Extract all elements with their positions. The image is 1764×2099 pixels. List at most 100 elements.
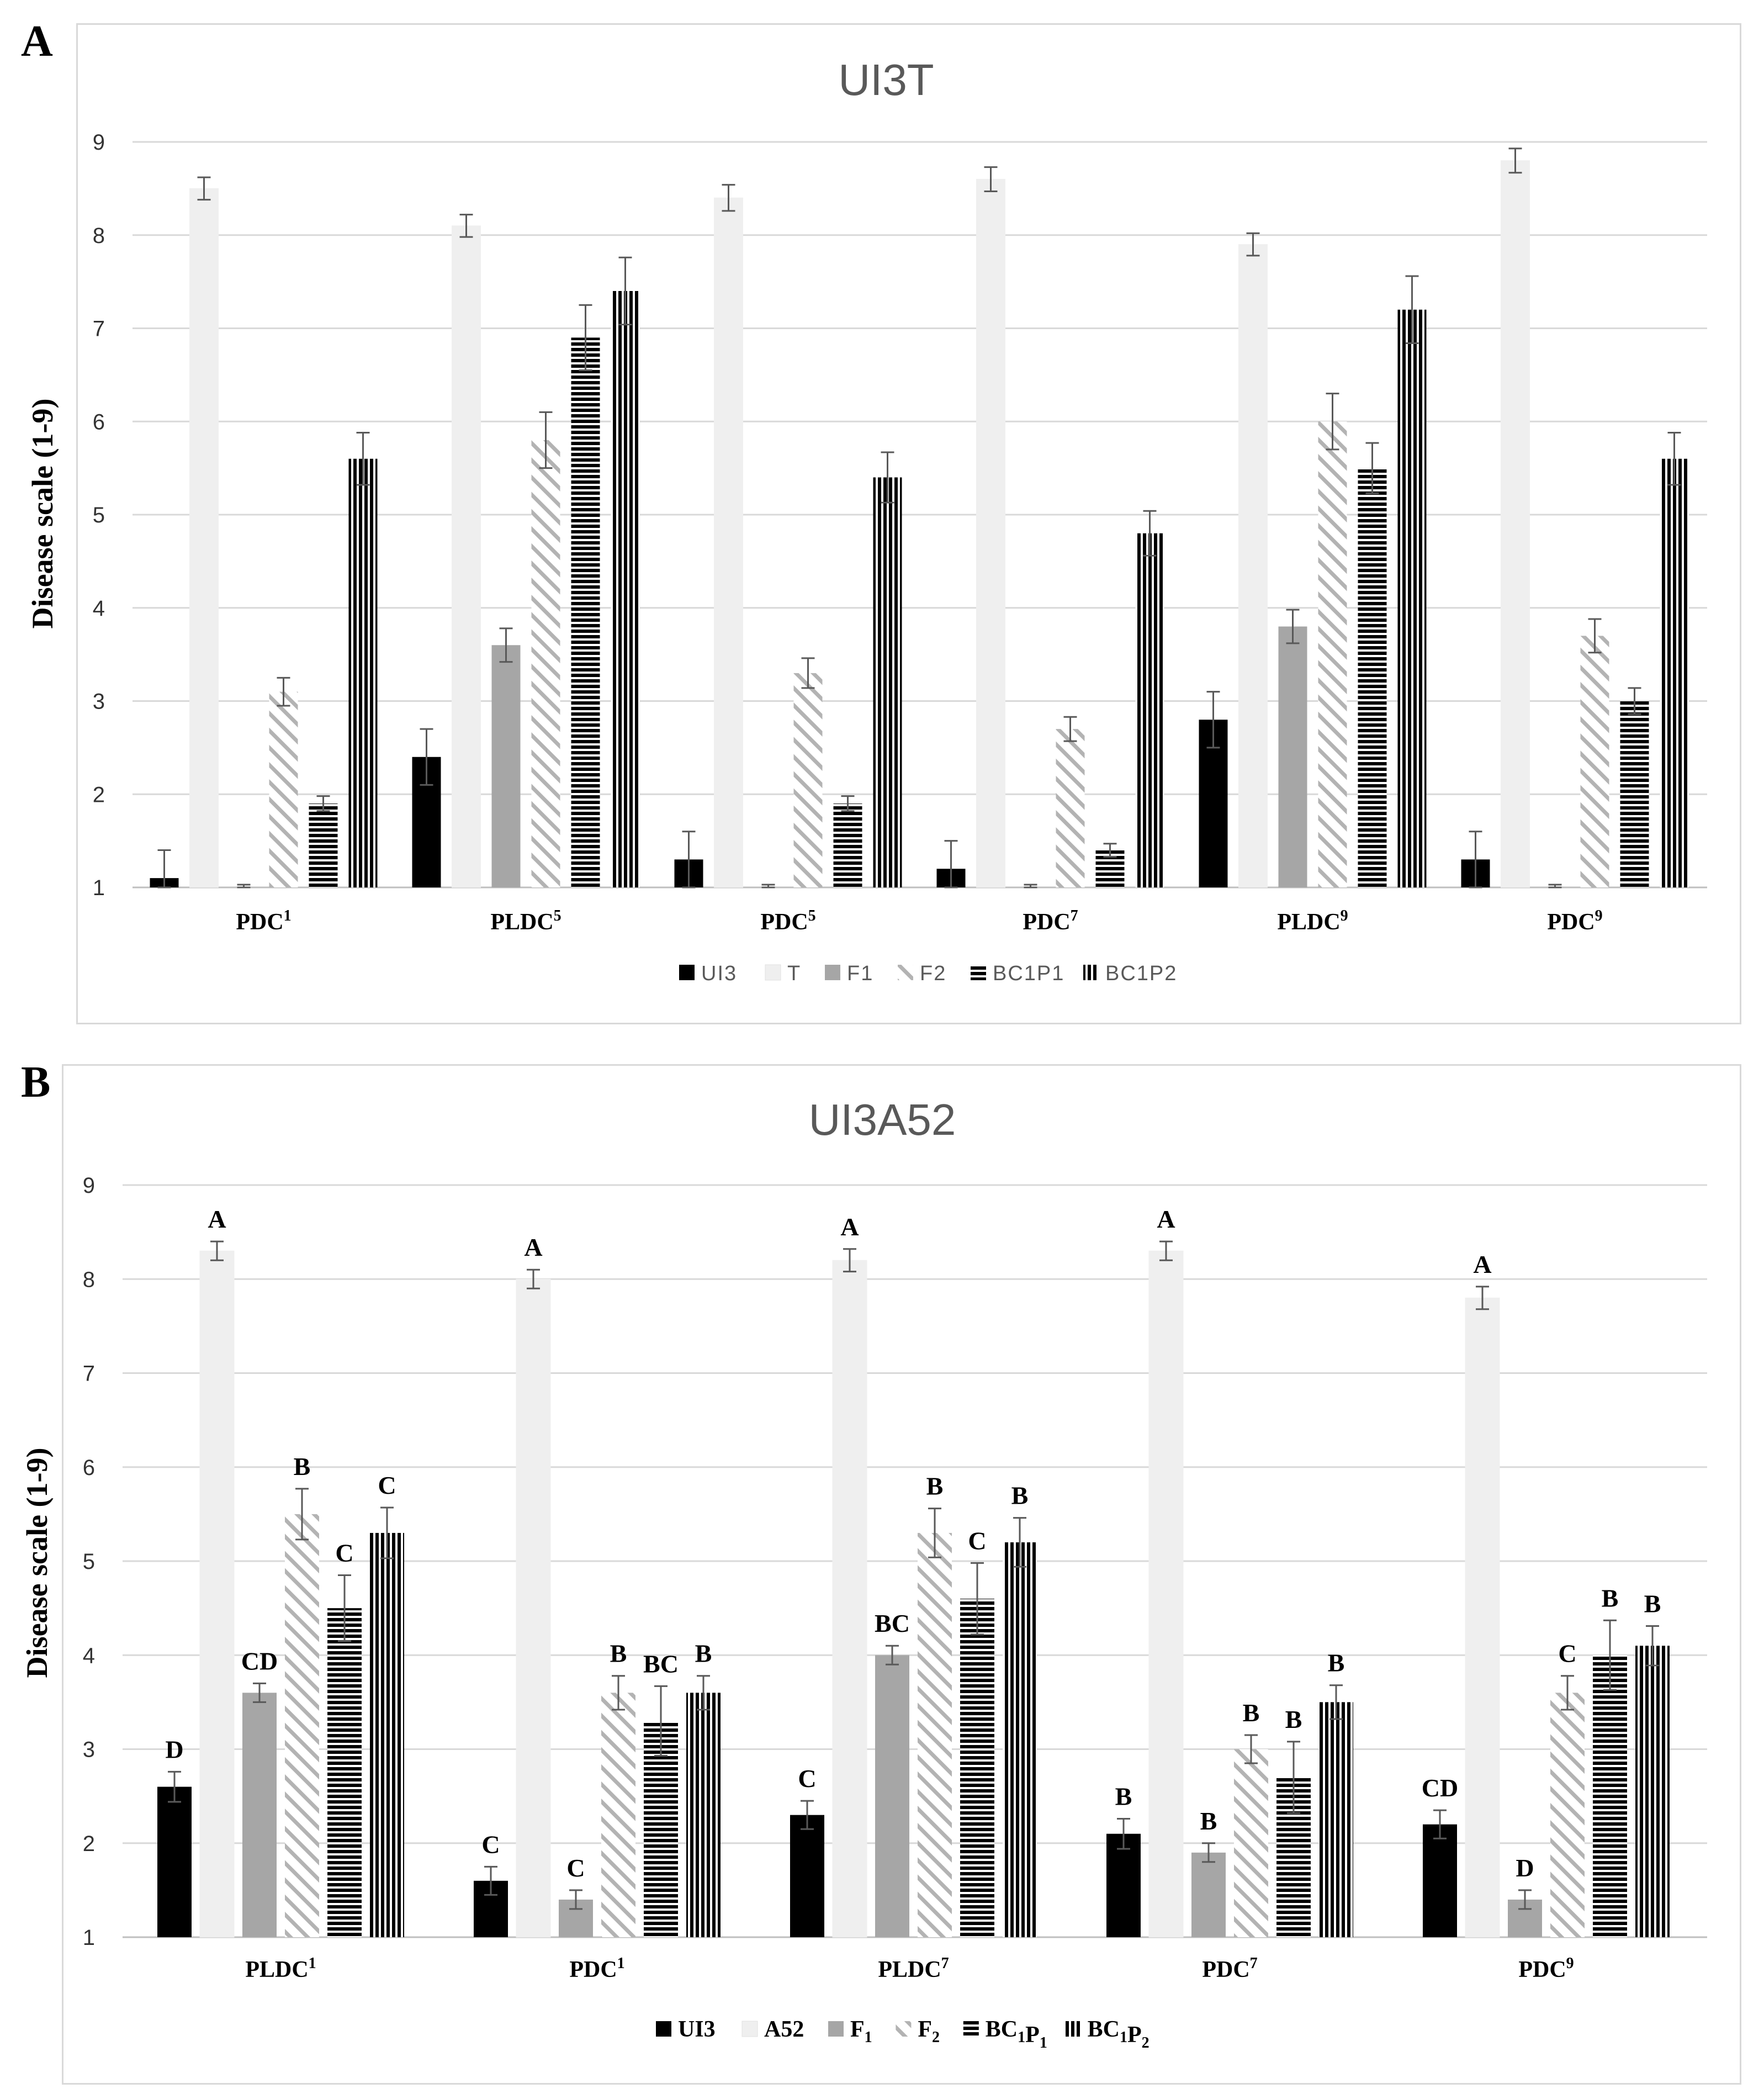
significance-label: B bbox=[1200, 1807, 1217, 1835]
y-tick-label: 9 bbox=[83, 1173, 95, 1198]
significance-label: B bbox=[610, 1640, 627, 1668]
bar bbox=[611, 291, 640, 887]
y-tick-label: 6 bbox=[93, 410, 105, 434]
significance-label: CD bbox=[241, 1647, 278, 1675]
bar bbox=[873, 477, 902, 887]
legend-swatch bbox=[656, 2021, 671, 2037]
legend-label: T bbox=[787, 962, 801, 985]
y-tick-label: 2 bbox=[83, 1832, 95, 1856]
bar bbox=[452, 225, 481, 888]
bar bbox=[790, 1815, 824, 1937]
y-tick-label: 9 bbox=[93, 130, 105, 155]
legend-swatch bbox=[963, 2021, 979, 2037]
legend-item: F1 bbox=[828, 2017, 872, 2046]
legend-label: BC1P1 bbox=[993, 962, 1064, 985]
legend-item: T bbox=[765, 962, 801, 985]
bar bbox=[601, 1693, 635, 1937]
y-tick-label: 1 bbox=[93, 876, 105, 900]
y-tick-label: 8 bbox=[83, 1267, 95, 1292]
legend-item: BC1P1 bbox=[963, 2017, 1047, 2052]
significance-label: B bbox=[1011, 1482, 1029, 1510]
bar bbox=[832, 1260, 867, 1938]
significance-label: A bbox=[208, 1205, 226, 1233]
bar bbox=[1135, 533, 1164, 887]
legend-swatch bbox=[971, 965, 986, 980]
significance-label: B bbox=[695, 1640, 712, 1668]
legend-label: BC1P2 bbox=[1088, 2017, 1149, 2052]
y-tick-label: 6 bbox=[83, 1456, 95, 1480]
bar bbox=[875, 1655, 909, 1937]
bar bbox=[1501, 160, 1530, 888]
legend-label: F2 bbox=[918, 2017, 940, 2046]
significance-label: B bbox=[1115, 1782, 1132, 1810]
bar bbox=[833, 803, 862, 887]
legend-label: UI3 bbox=[678, 2017, 716, 2042]
legend-item: F2 bbox=[898, 962, 946, 985]
bar bbox=[1620, 701, 1649, 887]
x-tick-label: PDC7 bbox=[1023, 907, 1078, 935]
y-tick-label: 8 bbox=[93, 224, 105, 248]
bar bbox=[571, 337, 600, 887]
bar bbox=[1397, 309, 1427, 887]
x-tick-label: PLDC7 bbox=[878, 1955, 949, 1982]
y-tick-label: 7 bbox=[93, 317, 105, 341]
legend-label: F2 bbox=[920, 962, 946, 985]
x-tick-label: PDC1 bbox=[569, 1955, 624, 1982]
legend-item: BC1P2 bbox=[1065, 2017, 1149, 2052]
legend-label: BC1P1 bbox=[986, 2017, 1047, 2052]
y-tick-label: 2 bbox=[93, 783, 105, 807]
y-tick-label: 7 bbox=[83, 1362, 95, 1386]
legend-item: UI3 bbox=[679, 962, 736, 985]
legend-swatch bbox=[765, 964, 781, 981]
bar bbox=[1319, 1702, 1353, 1937]
significance-label: D bbox=[165, 1735, 183, 1763]
bar bbox=[531, 440, 560, 887]
y-tick-label: 3 bbox=[93, 690, 105, 714]
significance-label: B bbox=[1602, 1584, 1619, 1612]
chart-title: UI3T bbox=[838, 55, 934, 104]
legend-swatch bbox=[1083, 965, 1099, 980]
bar bbox=[960, 1599, 994, 1937]
significance-label: A bbox=[1157, 1205, 1175, 1233]
bar bbox=[1056, 729, 1085, 887]
significance-label: A bbox=[1473, 1250, 1491, 1278]
x-tick-label: PDC7 bbox=[1202, 1955, 1257, 1982]
chart-title: UI3A52 bbox=[809, 1095, 956, 1144]
bar bbox=[1423, 1824, 1457, 1937]
x-tick-label: PLDC5 bbox=[490, 907, 561, 935]
bar bbox=[516, 1278, 551, 1938]
bar bbox=[1003, 1542, 1037, 1937]
bar bbox=[199, 1250, 235, 1938]
legend-item: BC1P1 bbox=[971, 962, 1064, 985]
legend-item: UI3 bbox=[656, 2017, 716, 2042]
x-tick-label: PLDC1 bbox=[245, 1955, 316, 1982]
significance-label: BC bbox=[643, 1649, 679, 1678]
legend-label: F1 bbox=[850, 2017, 872, 2046]
legend-item: BC1P2 bbox=[1083, 962, 1177, 985]
significance-label: C bbox=[1558, 1640, 1576, 1668]
y-tick-label: 5 bbox=[93, 503, 105, 527]
x-tick-label: PDC1 bbox=[236, 907, 291, 935]
bar bbox=[793, 673, 823, 887]
legend-swatch bbox=[898, 965, 913, 980]
bar bbox=[370, 1532, 404, 1937]
bar bbox=[1191, 1852, 1226, 1937]
legend-swatch bbox=[679, 965, 695, 980]
legend-label: BC1P2 bbox=[1105, 962, 1177, 985]
panel-a-letter: A bbox=[21, 17, 53, 66]
y-tick-label: 3 bbox=[83, 1738, 95, 1762]
legend-label: F1 bbox=[847, 962, 873, 985]
bar bbox=[714, 197, 743, 888]
y-tick-label: 1 bbox=[83, 1926, 95, 1950]
significance-label: C bbox=[566, 1854, 585, 1882]
x-tick-label: PLDC9 bbox=[1277, 907, 1348, 935]
x-tick-label: PDC5 bbox=[760, 907, 815, 935]
bar bbox=[1234, 1749, 1268, 1937]
bar bbox=[1238, 244, 1268, 888]
bar bbox=[918, 1532, 952, 1937]
panel-b-letter: B bbox=[21, 1058, 51, 1107]
bar bbox=[1148, 1250, 1184, 1938]
significance-label: C bbox=[968, 1526, 986, 1555]
significance-label: C bbox=[378, 1471, 396, 1499]
